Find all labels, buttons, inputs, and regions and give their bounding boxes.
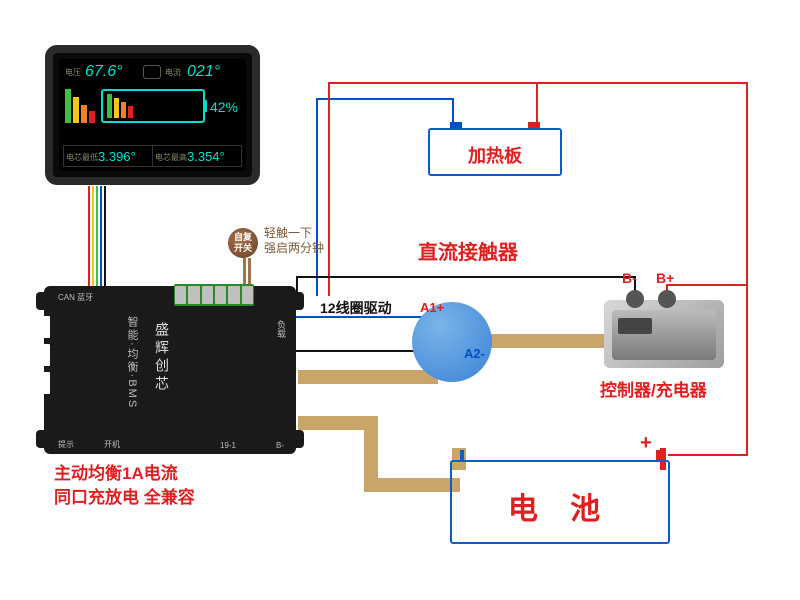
reset-label-2: 开关 bbox=[234, 243, 252, 253]
bar-4 bbox=[128, 106, 133, 118]
bms-foot-mid: 开机 bbox=[104, 439, 120, 450]
a1-label: A1+ bbox=[420, 300, 444, 315]
diagram-stage: + 电压 67.6° 电流 021° bbox=[0, 0, 800, 600]
bus-contactor-bms-h bbox=[298, 370, 438, 384]
wire-disp-green-v bbox=[96, 186, 98, 286]
bms-port-3 bbox=[40, 372, 50, 394]
display-screen: 电压 67.6° 电流 021° 42% 电芯最低 3.396° bbox=[59, 59, 246, 171]
heater-plate: 加热板 bbox=[428, 128, 562, 176]
curr-value: 021° bbox=[187, 63, 220, 81]
wire-red-charger-h bbox=[666, 284, 748, 286]
wire-red-main-h1 bbox=[328, 82, 748, 84]
battery-box: 电 池 bbox=[450, 460, 670, 544]
bms-foot-right: 19-1 bbox=[220, 441, 236, 450]
bms-below-text: 主动均衡1A电流 同口充放电 全兼容 bbox=[54, 462, 195, 510]
bms-module: 盛辉创芯 智能·均衡·BMS CAN 蓝牙 提示 开机 19-1 B- 负载 bbox=[44, 286, 296, 454]
wire-disp-blue-v bbox=[100, 186, 102, 286]
bms-foot-left: 提示 bbox=[58, 439, 74, 450]
battery-plus-symbol: + bbox=[640, 432, 652, 455]
bms-port-1 bbox=[40, 316, 50, 338]
charger-knob-1 bbox=[626, 290, 644, 308]
side-bar-r bbox=[89, 111, 95, 123]
bms-tab-tl bbox=[36, 292, 48, 310]
charger-label: 控制器/充电器 bbox=[600, 376, 707, 401]
bms-tab-br bbox=[292, 430, 304, 448]
wire-red-main-v1 bbox=[328, 82, 330, 296]
contactor-title: 直流接触器 bbox=[418, 236, 518, 265]
bar-2 bbox=[114, 98, 119, 118]
charger-knob-2 bbox=[658, 290, 676, 308]
side-bar-y bbox=[73, 97, 79, 123]
curr-label: 电流 bbox=[165, 67, 181, 78]
coil-label: 12线圈驱动 bbox=[320, 298, 392, 318]
batt-term-pos bbox=[656, 450, 660, 460]
battery-label: 电 池 bbox=[452, 484, 668, 528]
wire-disp-red-v bbox=[88, 186, 90, 286]
bus-bms-batt-h2 bbox=[364, 478, 460, 492]
bms-below-1: 主动均衡1A电流 bbox=[54, 464, 178, 483]
reset-label: 自复 开关 bbox=[230, 232, 256, 254]
wire-disp-yellow-v bbox=[92, 186, 94, 286]
bms-brand: 盛辉创芯 bbox=[152, 322, 172, 394]
charger-slot bbox=[618, 318, 652, 334]
side-bar-g bbox=[65, 89, 71, 123]
cell-hi-box: 电芯最高 3.354° bbox=[152, 145, 242, 167]
volt-label: 电压 bbox=[65, 67, 81, 78]
bus-contactor-charger bbox=[470, 334, 620, 348]
bms-subtitle: 智能·均衡·BMS bbox=[124, 316, 140, 409]
charger-bplus: B+ bbox=[656, 270, 674, 286]
cell-lo-label: 电芯最低 bbox=[66, 152, 98, 163]
soc-value: 42% bbox=[210, 99, 238, 115]
bms-terminal-block bbox=[174, 284, 254, 306]
wire-red-batt-h bbox=[668, 454, 748, 456]
bms-port-2 bbox=[40, 344, 50, 366]
heater-term-pos bbox=[528, 122, 540, 128]
bms-tab-tr bbox=[292, 292, 304, 310]
bms-side-label: 负载 bbox=[275, 320, 288, 338]
wire-heater-blue-h bbox=[316, 98, 454, 100]
reset-tip-2: 强启两分钟 bbox=[264, 241, 324, 255]
wire-bminus-black-h bbox=[296, 276, 636, 278]
cell-hi-value: 3.354° bbox=[187, 149, 225, 164]
controller-charger bbox=[604, 300, 724, 368]
bar-3 bbox=[121, 102, 126, 118]
bms-below-2: 同口充放电 全兼容 bbox=[54, 488, 195, 507]
bms-tab-bl bbox=[36, 430, 48, 448]
side-bar-o bbox=[81, 105, 87, 123]
wire-disp-black-v bbox=[104, 186, 106, 286]
batt-term-neg bbox=[460, 450, 464, 460]
bms-bminus: B- bbox=[276, 441, 284, 450]
wire-red-main-v2 bbox=[746, 82, 748, 456]
cell-hi-label: 电芯最高 bbox=[155, 152, 187, 163]
reset-label-1: 自复 bbox=[234, 232, 252, 242]
heater-label: 加热板 bbox=[430, 142, 560, 168]
cell-lo-value: 3.396° bbox=[98, 149, 136, 164]
battery-gauge bbox=[101, 89, 205, 123]
volt-value: 67.6° bbox=[85, 63, 123, 81]
charger-bminus: B- bbox=[622, 270, 637, 286]
reset-tip: 轻触一下 强启两分钟 bbox=[264, 226, 324, 256]
bms-can-label: CAN 蓝牙 bbox=[58, 292, 93, 303]
reset-tip-1: 轻触一下 bbox=[264, 226, 312, 240]
bar-1 bbox=[107, 94, 112, 118]
wire-heater-blue-v bbox=[316, 98, 318, 296]
display-monitor: 电压 67.6° 电流 021° 42% 电芯最低 3.396° bbox=[45, 45, 260, 185]
a2-label: A2- bbox=[464, 346, 485, 361]
cell-lo-box: 电芯最低 3.396° bbox=[63, 145, 153, 167]
logo-icon bbox=[143, 65, 161, 79]
heater-term-neg bbox=[450, 122, 462, 128]
